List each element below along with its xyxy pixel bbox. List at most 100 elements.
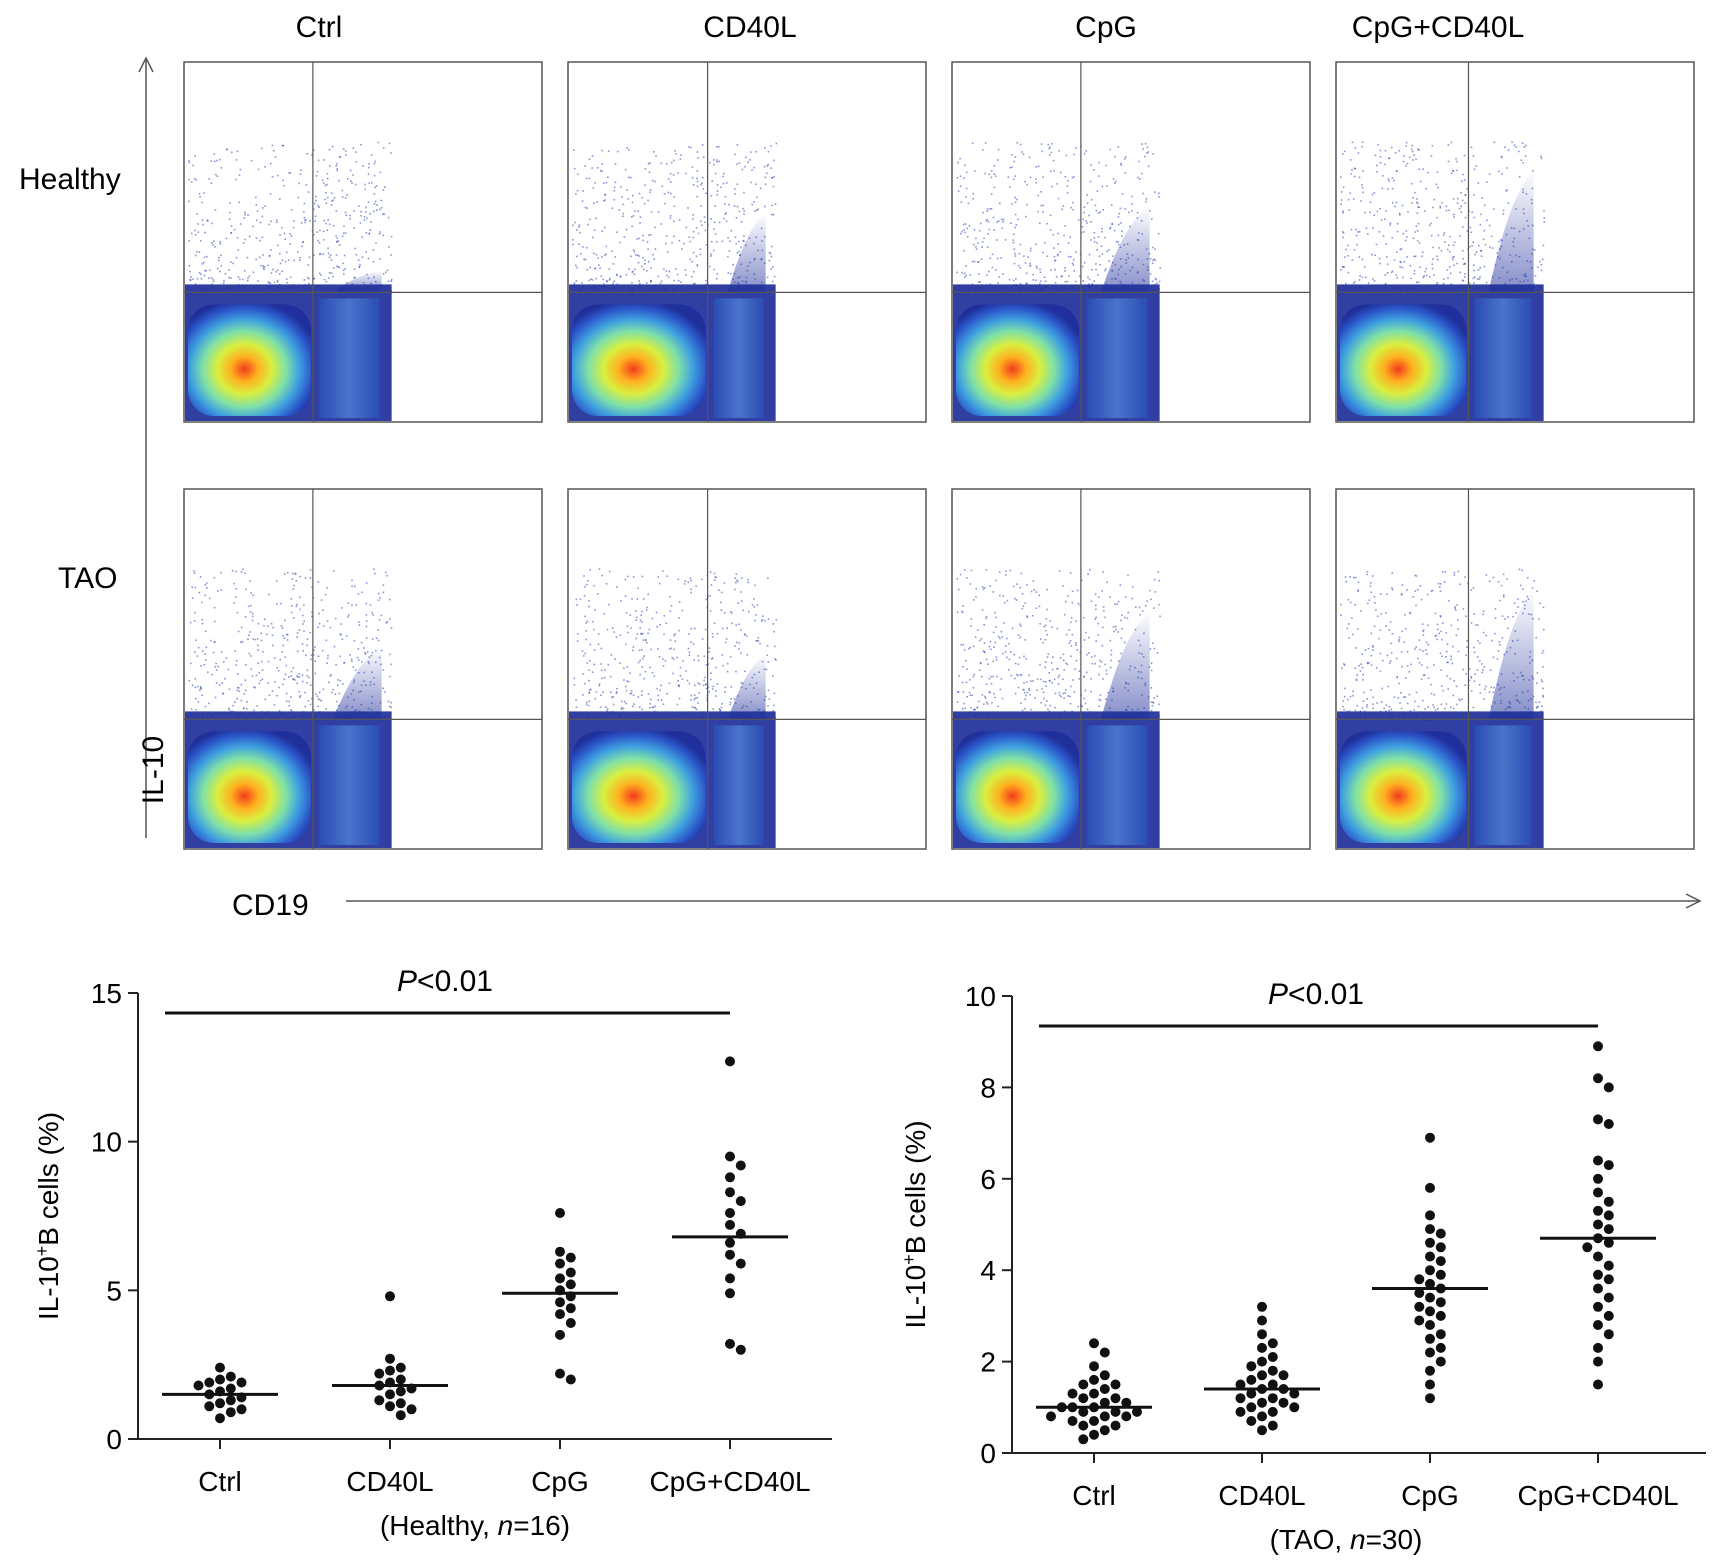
flow-event [1527,577,1529,579]
flow-event [1021,709,1024,712]
flow-event [1047,653,1050,655]
flow-event [1491,247,1494,249]
flow-event [1499,599,1501,602]
flow-event [1533,249,1536,251]
flow-event [978,700,980,703]
flow-event [276,219,278,221]
data-point [1425,1251,1435,1262]
flow-event [1069,695,1071,698]
flow-event [382,669,385,671]
flow-event [1429,224,1431,227]
flow-event [1443,581,1446,583]
flow-event [1096,242,1098,244]
flow-event [1079,604,1081,607]
flow-event [626,189,628,191]
flow-event [1007,176,1010,178]
flow-event [605,245,607,248]
y-axis-label: IL-10+B cells (%) [32,1112,64,1320]
flow-event [988,173,990,175]
flow-event [625,689,628,692]
flow-event [716,146,718,148]
flow-event [351,660,353,663]
flow-event [390,280,392,282]
flow-event [696,195,698,198]
flow-event [1448,266,1451,268]
flow-event [251,619,254,622]
flow-event [627,631,629,634]
data-point [1603,1160,1614,1171]
flow-event [356,656,359,659]
flow-event [975,248,978,250]
flow-event [994,611,996,614]
flow-event [312,149,315,152]
flow-event [1352,633,1354,636]
flow-event [1109,226,1112,229]
flow-event [236,611,239,614]
flow-event [1462,608,1465,610]
flow-event [213,240,215,242]
flow-event [1095,209,1098,212]
flow-event [588,700,591,702]
flow-event [1105,698,1107,700]
flow-event [288,676,290,678]
flow-event [1067,595,1069,597]
flow-event [345,154,347,156]
flow-event [235,659,238,662]
flow-event [639,673,641,676]
flow-event [372,249,375,251]
flow-event [586,620,589,623]
flow-event [1340,199,1343,201]
flow-event [1480,213,1482,216]
flow-event [972,198,975,200]
flow-event [616,150,619,153]
flow-event [615,586,618,588]
flow-event [719,709,722,712]
flow-event [715,695,717,697]
data-point [565,1303,576,1314]
flow-event [697,655,699,657]
flow-event [631,282,633,284]
flow-event [331,200,333,202]
flow-event [613,186,616,189]
flow-event [766,644,769,647]
flow-event [338,692,341,695]
flow-event [956,577,959,580]
flow-event [252,225,254,228]
flow-event [1367,647,1370,650]
flow-event [1062,659,1065,661]
flow-event [995,659,998,661]
flow-event [598,264,600,266]
flow-event [344,211,347,214]
flow-x-axis-arrow [346,893,1702,909]
flow-event [225,237,228,240]
flow-event [993,186,996,189]
flow-event [1468,245,1471,248]
flow-event [1396,676,1398,678]
flow-event [583,575,585,577]
flow-event [1373,625,1376,628]
flow-event [1426,666,1429,669]
flow-event [1014,662,1017,665]
flow-event [991,266,994,269]
flow-event [1400,651,1403,653]
flow-event [1020,572,1023,575]
flow-event [1399,214,1401,216]
flow-event [343,273,345,275]
data-point [1235,1379,1246,1390]
flow-density-core [188,304,311,416]
flow-event [1442,282,1445,285]
flow-event [368,162,370,165]
flow-event [688,236,690,238]
flow-event [358,621,360,623]
flow-event [1433,664,1435,666]
flow-event [1459,583,1462,585]
flow-event [244,213,246,216]
flow-event [632,249,635,251]
flow-event [206,587,208,589]
flow-event [618,209,621,211]
flow-event [1504,146,1506,148]
flow-event [1142,192,1145,195]
flow-event [630,692,632,695]
flow-event [308,282,310,285]
flow-event [1073,691,1076,693]
